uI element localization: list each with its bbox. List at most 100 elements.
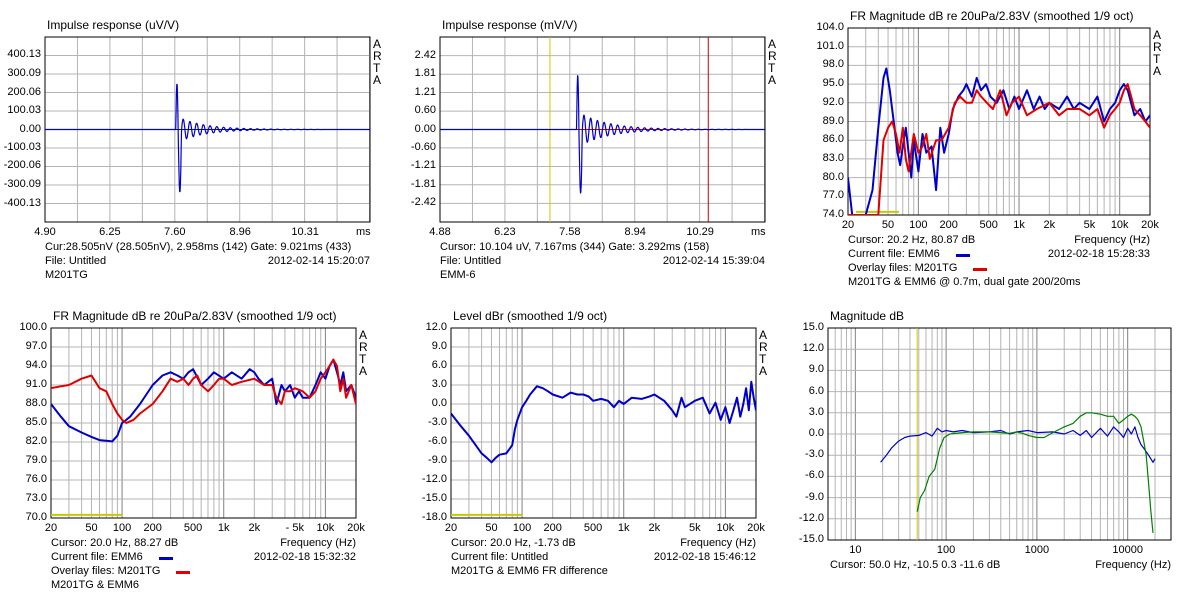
series-line-0	[880, 426, 1156, 463]
x-tick-label: 20	[444, 522, 458, 534]
y-tick-label: 73.0	[25, 492, 47, 504]
y-tick-label: -9.0	[428, 454, 447, 466]
y-tick-label: 77.0	[822, 189, 844, 202]
y-tick-label: -12.0	[421, 473, 447, 485]
x-tick-label: 100	[512, 522, 532, 534]
cursor-readout: Cursor: 20.0 Hz, 88.27 dB	[51, 537, 179, 549]
y-tick-label: 98.0	[822, 58, 844, 71]
y-tick-label: 15.0	[802, 321, 824, 333]
timestamp: 2012-02-18 15:28:33	[1047, 248, 1150, 260]
frequency-axis-label: Frequency (Hz)	[680, 537, 756, 549]
arta-side-label: ARTA	[359, 328, 368, 378]
y-tick-label: -12.0	[798, 511, 824, 524]
y-tick-label: 3.0	[808, 405, 824, 418]
x-tick-label: 1000	[1024, 544, 1050, 556]
x-tick-label: 2k	[648, 522, 661, 534]
chart-level-dbr: Level dBr (smoothed 1/9 oct) ARTA 12.0 9.0 6…	[400, 305, 800, 610]
file-label: Current file: EMM6	[848, 248, 940, 260]
x-tick-label: 50	[881, 219, 895, 231]
cursor-readout: Cursor: 10.104 uV, 7.167ms (344) Gate: 3…	[440, 241, 710, 253]
y-tick-label: -300.09	[3, 177, 41, 190]
series-line-1	[848, 83, 1150, 215]
y-tick-label: 104.0	[816, 21, 844, 33]
chart-svg	[450, 327, 757, 519]
y-tick-label: 92.0	[822, 95, 844, 108]
x-tick-label: 200	[143, 522, 162, 534]
x-tick-label: 7.60	[164, 226, 186, 238]
y-tick-label: 0.00	[19, 122, 41, 135]
x-tick-label: - 5k	[285, 522, 304, 534]
legend-swatch-m201tg	[175, 571, 190, 574]
y-tick-label: 9.0	[808, 363, 824, 376]
y-tick-label: 85.0	[25, 416, 47, 428]
x-unit-label: ms	[356, 226, 371, 238]
y-tick-label: 0.60	[414, 104, 436, 117]
x-tick-label: 200	[543, 522, 562, 534]
x-tick-label: 10	[849, 544, 862, 556]
note-label: M201TG & EMM6 @ 0.7m, dual gate 200/20ms	[848, 276, 1081, 288]
y-tick-label: 6.0	[808, 384, 824, 397]
series-line-0	[451, 380, 756, 464]
y-tick-label: 74.0	[822, 208, 844, 220]
y-tick-label: 76.0	[25, 473, 47, 485]
timestamp: 2012-02-14 15:20:07	[267, 255, 370, 267]
y-tick-label: 82.0	[25, 435, 47, 447]
y-tick-label: 12.0	[425, 321, 447, 333]
x-tick-label: 100	[909, 219, 928, 231]
y-tick-label: 91.0	[25, 378, 47, 390]
x-tick-label: 500	[183, 522, 203, 534]
x-tick-label: 20k	[347, 522, 365, 534]
x-tick-label: 500	[583, 522, 603, 534]
note-label: M201TG	[45, 269, 88, 281]
chart-svg	[50, 327, 357, 519]
plot-frame	[450, 327, 757, 519]
y-tick-label: -2.42	[410, 196, 436, 209]
y-tick-label: 95.0	[822, 77, 844, 90]
x-tick-label: 1k	[617, 522, 630, 534]
y-tick-label: -6.0	[428, 435, 447, 447]
frequency-axis-label: Frequency (Hz)	[280, 537, 356, 549]
y-tick-label: 100.03	[7, 104, 41, 116]
x-tick-label: 50	[85, 522, 98, 534]
y-tick-label: 79.0	[25, 454, 47, 466]
series-line-0	[848, 67, 1150, 215]
y-tick-label: 6.0	[431, 359, 447, 371]
chart-title: Impulse response (uV/V)	[47, 18, 180, 32]
note-label: M201TG & EMM6	[51, 579, 140, 591]
chart-title: Level dBr (smoothed 1/9 oct)	[453, 309, 608, 323]
timestamp: 2012-02-14 15:39:04	[662, 255, 765, 267]
y-tick-label: 80.0	[822, 170, 844, 183]
timestamp: 2012-02-18 15:32:32	[253, 551, 356, 563]
y-tick-label: 88.0	[25, 397, 47, 409]
x-tick-label: 100	[936, 544, 956, 556]
y-tick-label: 1.21	[414, 85, 436, 98]
chart-magnitude-db: Magnitude dB 15.0 12.0 9.0 6.0 3.0 0.0 -3.0 -6.0…	[798, 305, 1200, 610]
y-tick-label: 0.0	[431, 397, 447, 409]
file-label: File: Untitled	[45, 255, 107, 267]
x-tick-label: 10k	[1110, 219, 1129, 231]
y-tick-label: 89.0	[822, 114, 844, 127]
y-tick-label: -3.0	[428, 416, 447, 428]
y-tick-label: 101.0	[816, 39, 844, 52]
chart-fr-magnitude-top: FR Magnitude dB re 20uPa/2.83V (smoothed…	[800, 0, 1200, 300]
x-tick-label: 5k	[688, 522, 701, 534]
y-tick-label: 9.0	[431, 340, 447, 352]
legend-swatch-emm6	[158, 557, 173, 560]
plot-frame	[50, 327, 357, 519]
x-tick-label: 2k	[1043, 219, 1056, 231]
chart-svg	[439, 36, 766, 223]
chart-title: FR Magnitude dB re 20uPa/2.83V (smoothed…	[53, 309, 337, 323]
arta-side-label: ARTA	[759, 328, 768, 378]
x-tick-label: 1k	[1013, 219, 1025, 231]
x-tick-label: 8.96	[229, 226, 251, 238]
x-tick-label: 6.25	[99, 226, 121, 238]
y-tick-label: 0.0	[808, 427, 824, 439]
y-tick-label: -15.0	[798, 533, 824, 545]
x-tick-label: 20	[841, 219, 855, 231]
x-tick-label: 2k	[248, 522, 261, 534]
plot-frame	[847, 27, 1151, 216]
x-tick-label: 5k	[1083, 219, 1096, 231]
y-tick-label: 200.06	[7, 85, 41, 98]
x-tick-label: 7.58	[559, 226, 581, 238]
x-tick-label: 4.88	[429, 226, 451, 238]
